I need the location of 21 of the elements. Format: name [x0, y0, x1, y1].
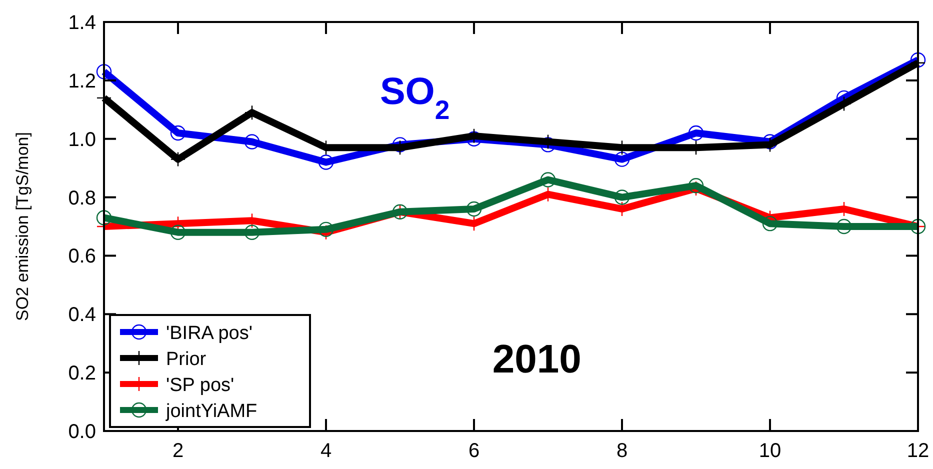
x-tick-label: 2 [172, 440, 184, 462]
y-tick-label: 0.8 [68, 187, 96, 210]
x-tick-label: 4 [320, 440, 332, 462]
y-tick-label: 1.0 [68, 128, 96, 151]
annotation: SO$_{2}$ [380, 70, 450, 125]
legend-label: Prior [166, 349, 207, 370]
legend-label: 'BIRA pos' [166, 323, 252, 344]
y-tick-label: 0.0 [68, 421, 96, 443]
x-tick-label: 12 [906, 440, 930, 462]
x-tick-label: 6 [468, 440, 480, 462]
y-tick-label: 0.2 [68, 362, 96, 385]
annotation: 2010 [492, 338, 582, 382]
x-tick-label: 8 [616, 440, 628, 462]
x-tick-label: 10 [758, 440, 782, 462]
y-tick-label: 1.2 [68, 70, 96, 92]
legend-label: jointYiAMF [165, 401, 258, 422]
y-tick-label: 0.4 [68, 304, 96, 326]
legend-label: 'SP pos' [166, 375, 234, 396]
y-tick-label: 1.4 [68, 12, 96, 34]
y-axis-title: SO2 emission [TgS/mon] [13, 132, 32, 321]
y-tick-label: 0.6 [68, 246, 96, 268]
